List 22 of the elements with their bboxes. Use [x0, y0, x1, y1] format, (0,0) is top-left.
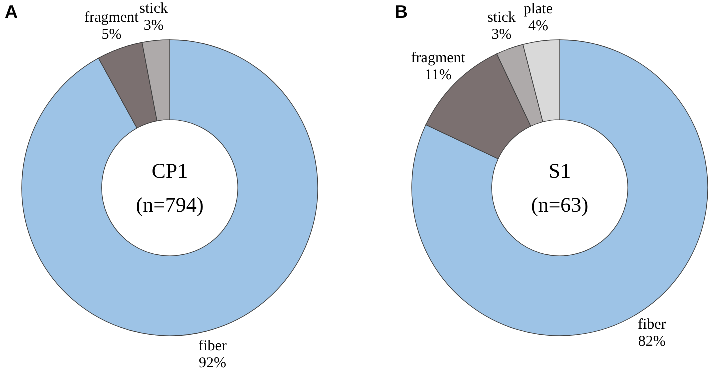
- text: CP1: [152, 159, 188, 183]
- slice-label: fragment: [84, 10, 140, 26]
- data-label: 3%: [492, 27, 512, 44]
- slice-label: plate: [524, 1, 554, 18]
- data-label: 5%: [102, 27, 122, 44]
- data-label: 11%: [424, 67, 452, 84]
- slice-label: fragment: [411, 50, 466, 66]
- data-label: 92%: [199, 356, 227, 372]
- text: (n=794): [136, 193, 204, 217]
- data-label: 82%: [638, 334, 666, 350]
- text: (n=63): [531, 193, 589, 217]
- chart-title: A: [5, 2, 18, 22]
- slice-label: fiber: [638, 317, 666, 334]
- slice-label: stick: [140, 0, 168, 17]
- donut-slice: [412, 40, 708, 336]
- text: S1: [548, 159, 572, 183]
- data-label: 4%: [528, 18, 548, 34]
- chart-title: B: [395, 2, 408, 22]
- donut-slice: [22, 40, 318, 336]
- slice-label: stick: [488, 10, 516, 26]
- slice-label: fiber: [198, 338, 227, 355]
- data-label: 3%: [144, 18, 164, 34]
